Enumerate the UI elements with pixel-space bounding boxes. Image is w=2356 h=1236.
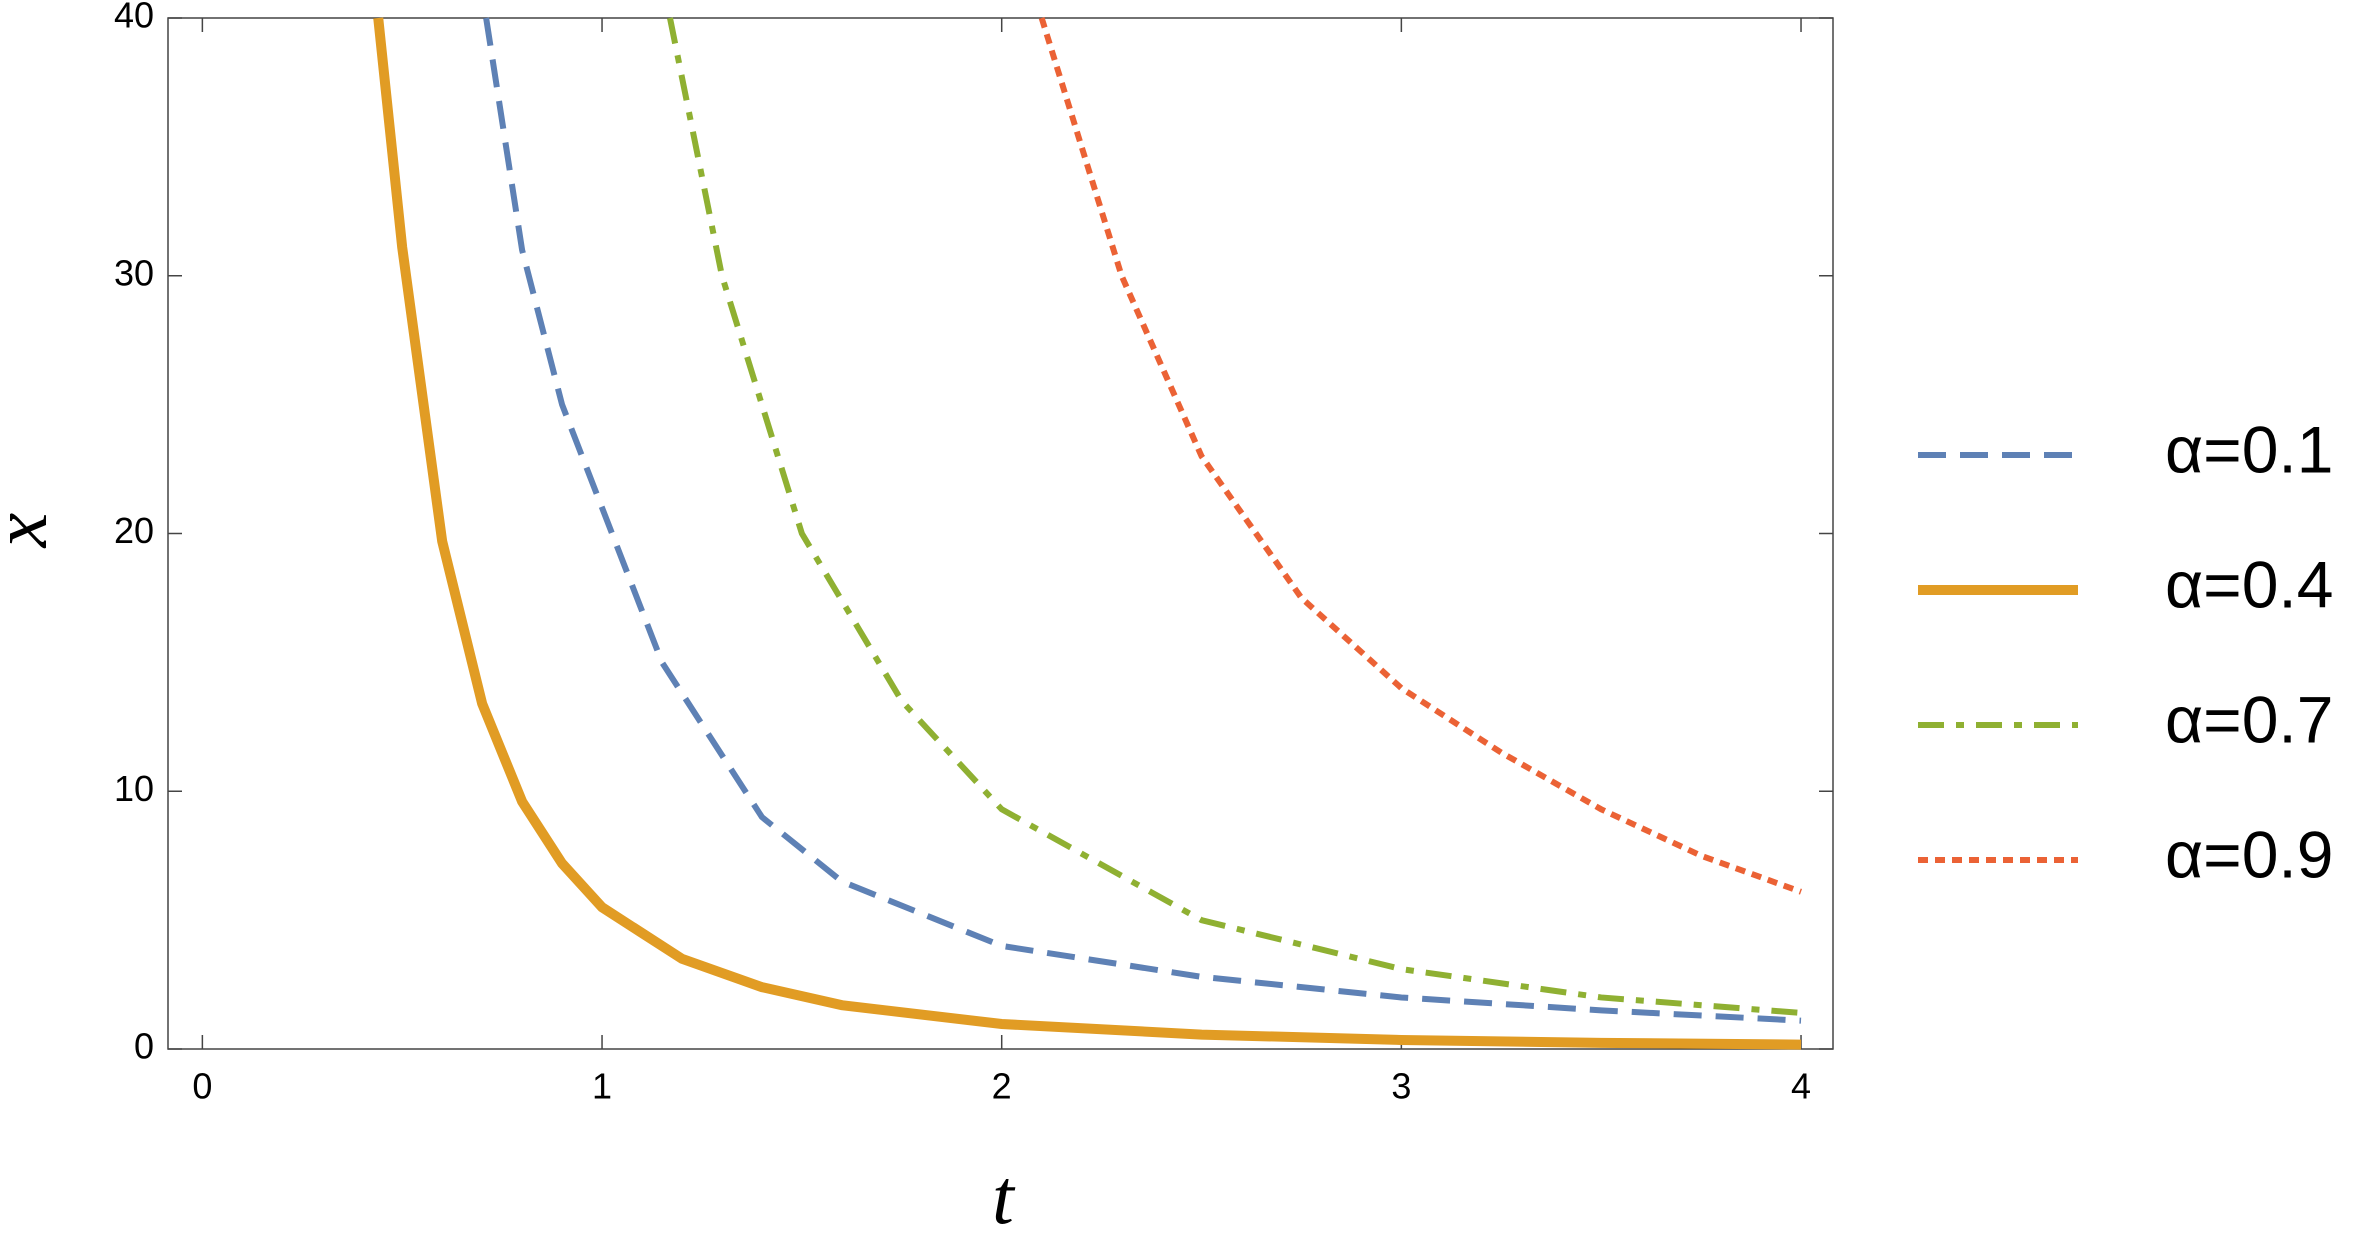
series-line [373,17,1802,1050]
y-tick-label: 10 [114,768,154,809]
y-tick-label: 40 [114,0,154,36]
x-axis-label: t [992,1153,1016,1236]
legend-label: α=0.4 [2165,547,2333,621]
series-line [667,17,1802,1016]
x-tick-label: 4 [1791,1066,1811,1107]
y-tick-label: 0 [134,1026,154,1067]
x-tick-label: 1 [592,1066,612,1107]
y-tick-label: 30 [114,252,154,293]
legend-label: α=0.1 [2165,412,2333,486]
x-tick-label: 3 [1391,1066,1411,1107]
x-tick-label: 2 [992,1066,1012,1107]
legend-label: α=0.7 [2165,682,2333,756]
y-tick-label: 20 [114,510,154,551]
series-line [1038,17,1803,895]
y-axis-label: x [0,512,63,548]
legend-label: α=0.9 [2165,817,2333,891]
plot-frame [167,17,1834,1050]
x-tick-label: 0 [192,1066,212,1107]
series-line [483,17,1802,1024]
